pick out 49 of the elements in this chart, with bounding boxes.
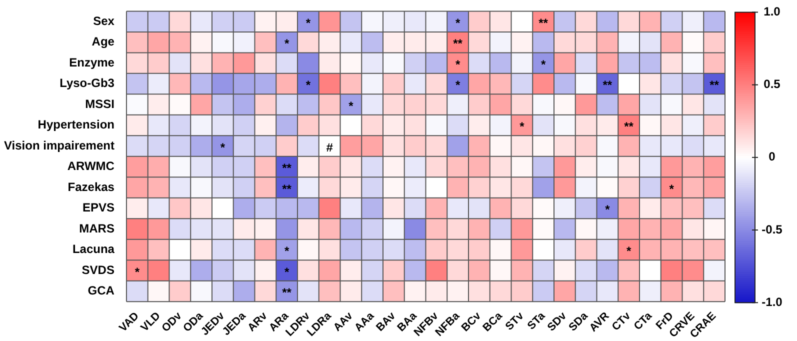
data-label: * (626, 244, 632, 258)
data-label: ** (453, 36, 463, 51)
y-tick-label: MSSI (85, 96, 114, 111)
y-tick-label: Hypertension (38, 118, 114, 132)
data-label: * (306, 78, 311, 92)
y-tick-label: Fazekas (68, 180, 115, 194)
x-tick-label: CTa (632, 309, 656, 333)
y-tick-label: GCA (88, 284, 115, 298)
data-label: # (326, 140, 334, 154)
x-tick-label: CTv (610, 309, 634, 334)
y-tick-label: Age (92, 34, 115, 49)
y-tick-label: Lyso-Gb3 (60, 76, 115, 90)
data-label: ** (282, 161, 292, 176)
data-label: ** (538, 16, 548, 30)
data-label: * (605, 202, 610, 217)
color-bar-label: 0 (768, 150, 776, 164)
color-bar-label: -1.0 (762, 294, 783, 309)
data-label: * (284, 264, 290, 279)
y-tick-label: Sex (93, 14, 115, 28)
y-tick-label: ARWMC (67, 159, 115, 174)
data-label: * (455, 78, 460, 92)
data-label: * (348, 98, 354, 113)
data-label: ** (710, 78, 720, 92)
data-label: ** (602, 78, 612, 92)
data-label: ** (282, 286, 292, 300)
data-label: ** (282, 182, 292, 196)
color-bar-label: -0.5 (762, 222, 783, 236)
y-tick-label: Enzyme (69, 55, 115, 70)
y-tick-label: EPVS (82, 200, 114, 215)
data-label: * (134, 264, 140, 279)
data-label: * (540, 57, 546, 72)
color-bar-label: 1.0 (764, 4, 781, 19)
color-bar-label: 0.5 (764, 77, 781, 92)
y-tick-label: SVDS (82, 262, 114, 277)
data-label: * (306, 16, 311, 30)
data-label: * (520, 120, 525, 134)
y-tick-label: MARS (79, 221, 114, 236)
x-tick-label: VAD (117, 310, 142, 334)
data-label: * (669, 182, 674, 196)
data-label: ** (624, 120, 634, 134)
x-tick-label: STv (503, 309, 527, 333)
data-label: * (455, 57, 460, 72)
x-tick-label: BCa (480, 309, 506, 334)
data-label: * (220, 140, 226, 154)
y-tick-label: Vision impairement (4, 138, 114, 152)
y-tick-label: Lacuna (72, 242, 115, 256)
data-label: * (455, 16, 460, 30)
data-label: * (284, 36, 290, 51)
data-label: * (284, 244, 290, 258)
